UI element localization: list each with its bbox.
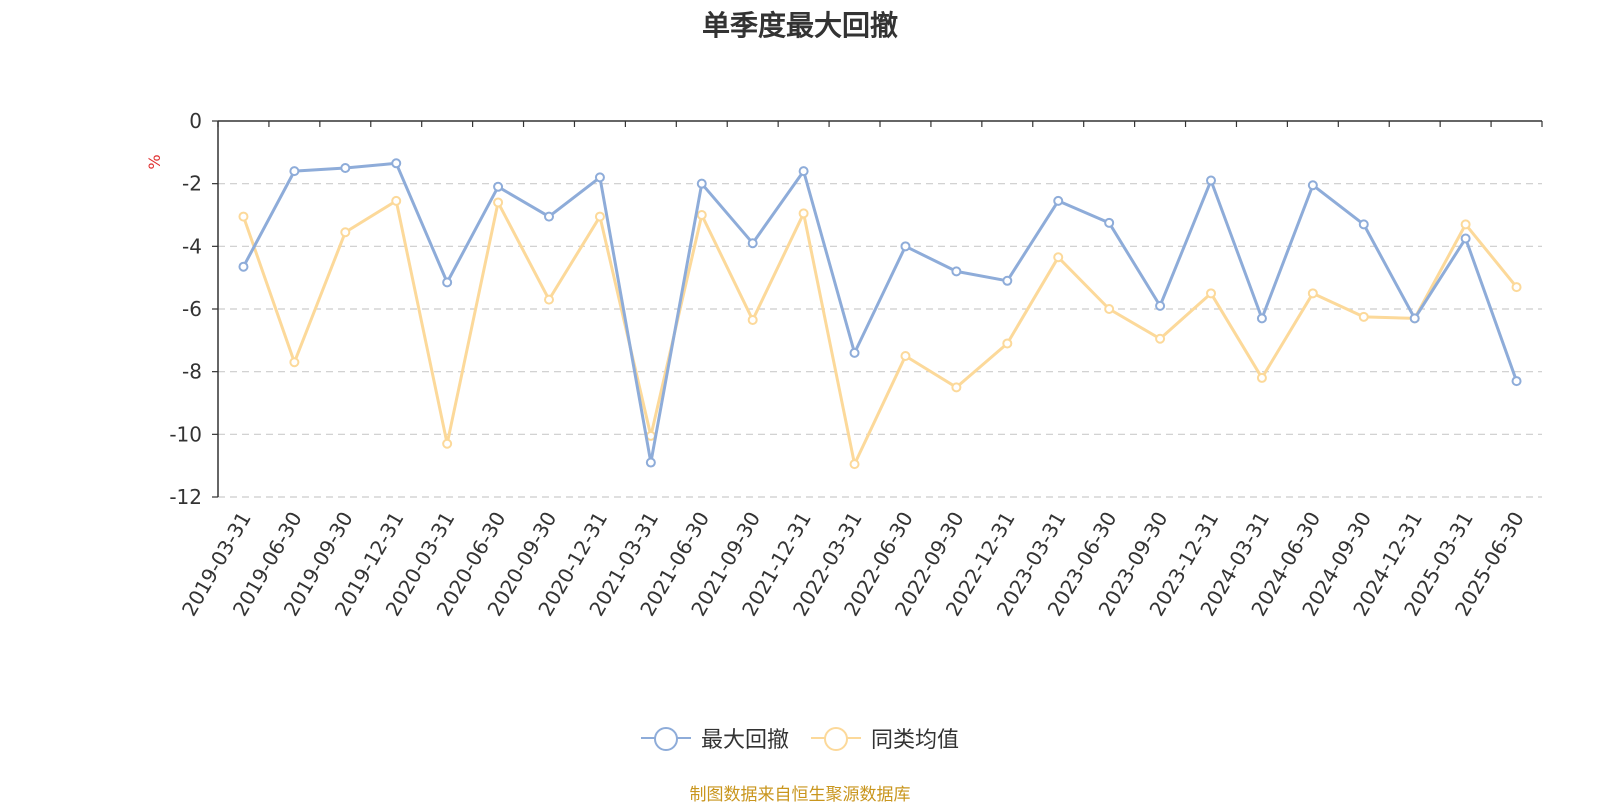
data-point [696, 178, 707, 189]
legend-swatch-max-drawdown [640, 726, 691, 751]
data-point [1155, 300, 1166, 311]
tick-labels: 0-2-4-6-8-10-122019-03-312019-06-302019-… [145, 109, 1529, 620]
data-point [1256, 372, 1267, 383]
y-tick-label: -8 [182, 360, 202, 384]
data-point [238, 261, 249, 272]
data-point [1206, 175, 1216, 186]
data-point [1307, 288, 1318, 299]
data-source-note: 制图数据来自恒生聚源数据库 [689, 785, 911, 805]
data-point [1358, 311, 1369, 322]
legend-swatch-peer-average [811, 726, 861, 751]
y-tick-label: -4 [182, 234, 202, 258]
axes [212, 120, 1543, 498]
data-point [798, 166, 809, 177]
data-point [1002, 275, 1013, 286]
data-point [594, 211, 605, 222]
data-point [1104, 304, 1115, 314]
chart-title: 单季度最大回撤 [701, 9, 898, 42]
legend-item-max-drawdown[interactable]: 最大回撤 [640, 722, 789, 754]
y-tick-label: -12 [169, 485, 202, 509]
data-point [544, 211, 554, 222]
y-tick-label: -6 [182, 297, 202, 321]
y-tick-label: -2 [182, 172, 202, 196]
data-point [1206, 288, 1216, 299]
data-point [900, 241, 911, 252]
y-tick-label: 0 [189, 109, 202, 133]
data-point [849, 347, 860, 358]
legend-item-peer-average[interactable]: 同类均值 [811, 722, 959, 754]
data-point [544, 294, 554, 305]
y-tick-label: -10 [169, 422, 202, 446]
data-point [900, 351, 911, 361]
data-point [645, 457, 656, 468]
data-point [696, 210, 707, 220]
data-point [747, 238, 758, 249]
data-point [442, 277, 453, 288]
data-point [1053, 195, 1064, 206]
data-point [391, 195, 402, 206]
data-point [442, 438, 453, 449]
data-point [1358, 219, 1369, 230]
data-point [951, 382, 962, 393]
data-point [951, 266, 962, 277]
data-point [1409, 313, 1420, 324]
data-point [798, 208, 809, 219]
data-point [1256, 313, 1267, 324]
data-point [493, 181, 504, 192]
series-line-1 [242, 199, 1518, 466]
series-line-0 [242, 161, 1518, 465]
legend-label-peer-average: 同类均值 [871, 728, 960, 753]
grid-lines [218, 183, 1542, 498]
legend: 最大回撤 同类均值 [0, 722, 1600, 754]
data-point [1155, 333, 1166, 344]
data-point [1307, 180, 1318, 191]
data-point [1002, 338, 1013, 349]
data-point [1511, 282, 1522, 293]
series-lines [238, 158, 1522, 470]
data-point [340, 163, 351, 173]
data-point [747, 314, 758, 325]
data-point [1460, 233, 1471, 244]
data-point [289, 357, 300, 368]
data-point [594, 172, 605, 183]
data-point [1053, 252, 1064, 263]
data-point [391, 158, 402, 169]
data-point [238, 211, 249, 222]
y-axis-label: % [145, 154, 164, 169]
data-point [1104, 217, 1115, 228]
data-point [493, 197, 504, 208]
data-point [1460, 219, 1471, 230]
legend-label-max-drawdown: 最大回撤 [700, 728, 789, 753]
data-point [289, 166, 300, 177]
data-point [1511, 376, 1522, 387]
data-point [849, 459, 860, 470]
data-point [340, 227, 351, 238]
